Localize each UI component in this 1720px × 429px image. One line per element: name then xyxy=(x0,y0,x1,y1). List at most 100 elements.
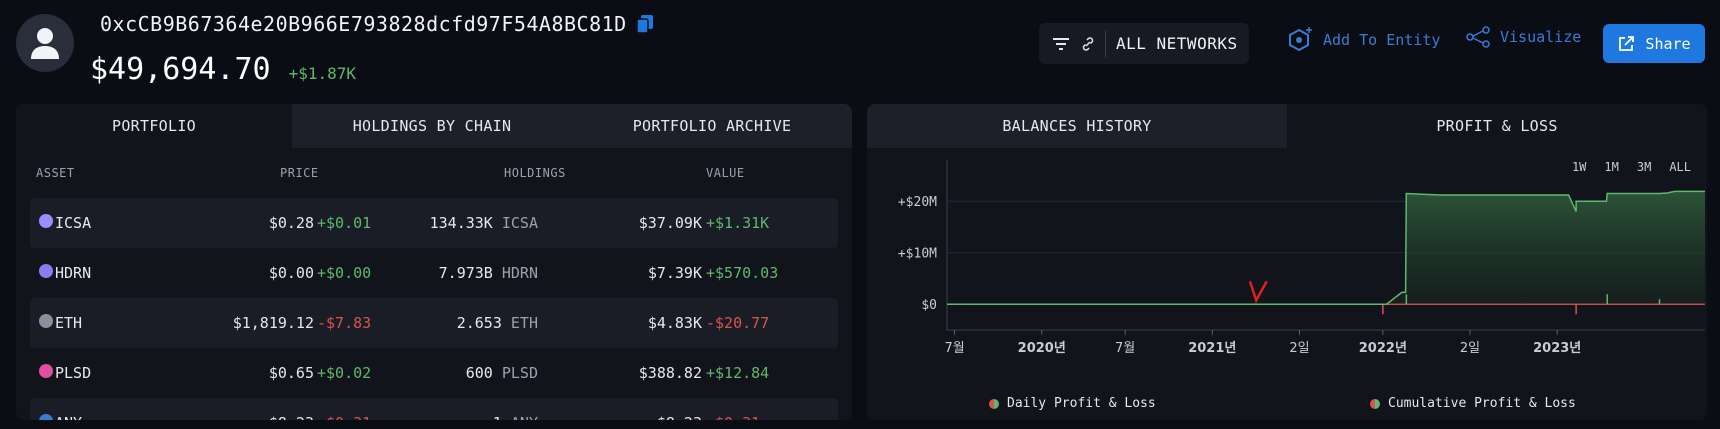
price-delta: +$0.02 xyxy=(317,364,372,382)
visualize-button[interactable]: Visualize xyxy=(1466,26,1581,48)
x-tick-label: 2021년 xyxy=(1188,341,1236,356)
asset-value: $37.09K xyxy=(638,214,702,232)
share-icon xyxy=(1619,35,1635,51)
address-row: 0xcCB9B67364e20B966E793828dcfd97F54A8BC8… xyxy=(100,12,653,36)
asset-symbol: ICSA xyxy=(55,214,92,232)
history-tabs: BALANCES HISTORY PROFIT & LOSS xyxy=(867,104,1707,148)
divider xyxy=(1105,30,1106,57)
asset-symbol: ETH xyxy=(55,314,83,332)
portfolio-tabs: PORTFOLIO HOLDINGS BY CHAIN PORTFOLIO AR… xyxy=(16,104,852,148)
range-selector: 1W 1M 3M ALL xyxy=(1572,160,1691,174)
asset-value: $7.39K xyxy=(647,264,702,282)
price-delta: +$0.01 xyxy=(317,214,372,232)
coin-icon xyxy=(39,364,53,378)
asset-value: $388.82 xyxy=(638,364,702,382)
range-3m[interactable]: 3M xyxy=(1636,160,1652,174)
asset-price: $8.23 xyxy=(269,414,314,420)
value-delta: -$20.77 xyxy=(706,314,770,332)
x-tick-label: 2020년 xyxy=(1018,341,1066,356)
legend-daily[interactable]: Daily Profit & Loss xyxy=(989,396,1156,411)
tab-portfolio[interactable]: PORTFOLIO xyxy=(16,104,292,148)
portfolio-panel: PORTFOLIO HOLDINGS BY CHAIN PORTFOLIO AR… xyxy=(16,104,852,420)
network-label[interactable]: ALL NETWORKS xyxy=(1116,34,1238,53)
cumulative-pnl-line xyxy=(947,190,1705,305)
table-header: ASSET PRICE HOLDINGS VALUE xyxy=(16,148,852,198)
x-tick-label: 2022년 xyxy=(1359,341,1407,356)
link-icon[interactable] xyxy=(1081,36,1095,51)
holdings-unit: ICSA xyxy=(501,214,538,232)
tab-portfolio-archive[interactable]: PORTFOLIO ARCHIVE xyxy=(632,117,792,135)
value-delta: +$12.84 xyxy=(706,364,770,382)
total-value: $49,694.70 xyxy=(90,52,271,87)
value-row: $49,694.70 +$1.87K xyxy=(90,52,356,87)
range-1w[interactable]: 1W xyxy=(1571,160,1587,174)
holdings-value: 134.33K xyxy=(429,214,493,232)
cumulative-area xyxy=(947,191,1705,305)
holdings-value: 7.973B xyxy=(438,264,493,282)
holdings-amount: 600 PLSD xyxy=(466,364,538,382)
share-button[interactable]: Share xyxy=(1603,24,1705,63)
coin-icon xyxy=(39,314,53,328)
col-price[interactable]: PRICE xyxy=(280,166,319,180)
history-panel: BALANCES HISTORY PROFIT & LOSS 1W 1M 3M … xyxy=(867,104,1707,420)
wallet-address: 0xcCB9B67364e20B966E793828dcfd97F54A8BC8… xyxy=(100,12,627,36)
legend-daily-label: Daily Profit & Loss xyxy=(1007,396,1156,411)
legend-dot xyxy=(989,398,999,409)
add-to-entity-button[interactable]: Add To Entity xyxy=(1287,26,1440,54)
range-all[interactable]: ALL xyxy=(1669,160,1691,174)
table-row[interactable]: ETH $1,819.12 -$7.83 2.653 ETH $4.83K -$20.77 xyxy=(30,298,838,348)
holdings-value: 2.653 xyxy=(456,314,502,332)
table-row[interactable]: PLSD $0.65 +$0.02 600 PLSD $388.82 +$12.84 xyxy=(30,348,838,398)
x-tick-label: 2023년 xyxy=(1533,341,1581,356)
total-delta: +$1.87K xyxy=(288,64,357,83)
holdings-amount: 2.653 ETH xyxy=(457,314,538,332)
asset-price: $0.00 xyxy=(268,264,314,282)
col-holdings[interactable]: HOLDINGS xyxy=(504,166,566,180)
check-mark-annotation xyxy=(1248,280,1268,304)
holdings-amount: 134.33K ICSA xyxy=(430,214,538,232)
user-icon xyxy=(31,28,59,59)
tab-profit-loss[interactable]: PROFIT & LOSS xyxy=(1287,104,1707,148)
x-tick-label: 2일 xyxy=(1289,341,1309,356)
tab-balances-history[interactable]: BALANCES HISTORY xyxy=(1002,117,1152,135)
legend-cumulative-label: Cumulative Profit & Loss xyxy=(1388,396,1576,411)
asset-symbol: ANY xyxy=(55,414,82,420)
holdings-amount: 7.973B HDRN xyxy=(439,264,538,282)
asset-price: $0.65 xyxy=(268,364,314,382)
range-1m[interactable]: 1M xyxy=(1604,160,1619,174)
table-row[interactable]: ICSA $0.28 +$0.01 134.33K ICSA $37.09K +$1.31… xyxy=(30,198,838,248)
asset-price: $0.28 xyxy=(268,214,314,232)
table-row[interactable]: HDRN $0.00 +$0.00 7.973B HDRN $7.39K +$570.03 xyxy=(30,248,838,298)
value-delta: -$0.31 xyxy=(706,414,760,420)
asset-value: $8.23 xyxy=(657,414,702,420)
network-filter[interactable]: ALL NETWORKS xyxy=(1039,23,1249,64)
price-delta: -$0.31 xyxy=(317,414,371,420)
asset-price: $1,819.12 xyxy=(232,314,314,332)
col-value[interactable]: VALUE xyxy=(706,166,745,180)
filter-icon[interactable] xyxy=(1053,37,1069,50)
x-tick-label: 2일 xyxy=(1460,341,1480,356)
tab-holdings-by-chain[interactable]: HOLDINGS BY CHAIN xyxy=(352,117,512,135)
col-asset[interactable]: ASSET xyxy=(36,166,75,180)
holdings-value: 600 xyxy=(465,364,493,382)
holdings-unit: PLSD xyxy=(501,364,538,382)
pnl-chart[interactable]: +$20M +$10M $0 7월 2020년 7월 2021년 2일 2022년 2일 2023년 xyxy=(867,104,1707,420)
price-delta: +$0.00 xyxy=(317,264,372,282)
share-label[interactable]: Share xyxy=(1645,34,1691,53)
avatar xyxy=(16,14,74,72)
value-delta: +$570.03 xyxy=(706,264,779,282)
x-tick-label: 7월 xyxy=(1115,341,1135,356)
holdings-amount: 1 ANY xyxy=(493,414,538,420)
coin-icon xyxy=(39,414,53,420)
add-to-entity-label[interactable]: Add To Entity xyxy=(1323,31,1441,49)
copy-icon[interactable] xyxy=(635,15,653,34)
table-row[interactable]: ANY$8.23-$0.311 ANY$8.23-$0.31 xyxy=(30,398,838,420)
visualize-label[interactable]: Visualize xyxy=(1500,28,1582,46)
holdings-unit: ANY xyxy=(511,414,538,420)
legend-dot xyxy=(1370,398,1380,409)
holdings-unit: HDRN xyxy=(501,264,538,282)
asset-symbol: HDRN xyxy=(55,264,92,282)
graph-icon xyxy=(1466,26,1490,48)
value-delta: +$1.31K xyxy=(706,214,770,232)
legend-cumulative[interactable]: Cumulative Profit & Loss xyxy=(1370,396,1576,411)
